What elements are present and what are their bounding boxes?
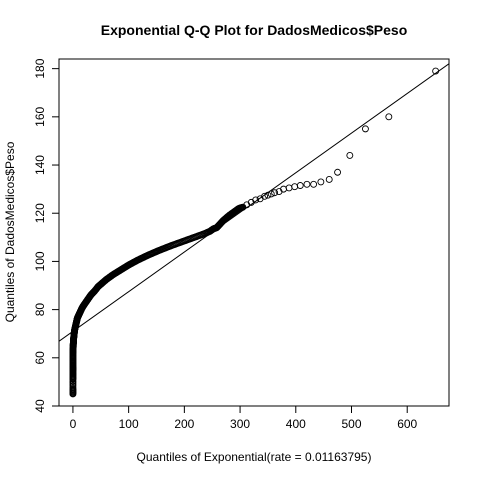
y-axis-label: Quantiles of DadosMedicos$Peso — [3, 141, 17, 322]
y-tick-label: 140 — [33, 155, 47, 175]
x-tick-label: 0 — [70, 417, 77, 431]
data-point — [346, 151, 354, 159]
data-point — [310, 180, 318, 188]
y-tick-label: 180 — [33, 58, 47, 78]
x-axis: 0 100 200 300 400 500 600 — [70, 405, 418, 431]
data-point — [285, 184, 293, 192]
data-point — [271, 189, 279, 197]
data-point — [264, 191, 272, 199]
y-tick-label: 40 — [33, 399, 47, 413]
x-tick-label: 300 — [230, 417, 250, 431]
y-tick-label: 160 — [33, 107, 47, 127]
data-point — [238, 203, 246, 211]
data-point — [267, 190, 275, 198]
y-axis: 40 60 80 100 120 140 160 180 — [33, 58, 60, 413]
data-point — [432, 67, 440, 75]
data-point — [291, 183, 299, 191]
chart-title: Exponential Q-Q Plot for DadosMedicos$Pe… — [101, 22, 408, 38]
data-point — [325, 176, 333, 183]
x-tick-label: 100 — [119, 417, 139, 431]
data-point — [317, 178, 325, 186]
data-point — [296, 182, 304, 189]
y-tick-label: 60 — [33, 351, 47, 365]
plot-frame — [58, 58, 450, 407]
x-tick-label: 200 — [174, 417, 194, 431]
x-tick-label: 400 — [286, 417, 306, 431]
data-point — [361, 125, 369, 133]
x-axis-label: Quantiles of Exponential(rate = 0.011637… — [137, 450, 372, 464]
data-points — [69, 67, 440, 398]
data-point — [334, 168, 342, 176]
data-point — [385, 113, 393, 121]
x-tick-label: 600 — [397, 417, 417, 431]
x-tick-label: 500 — [341, 417, 361, 431]
data-point — [252, 196, 260, 204]
y-tick-label: 80 — [33, 303, 47, 317]
y-tick-label: 120 — [33, 203, 47, 223]
data-point — [261, 192, 269, 200]
data-point — [303, 180, 311, 188]
y-tick-label: 100 — [33, 251, 47, 271]
